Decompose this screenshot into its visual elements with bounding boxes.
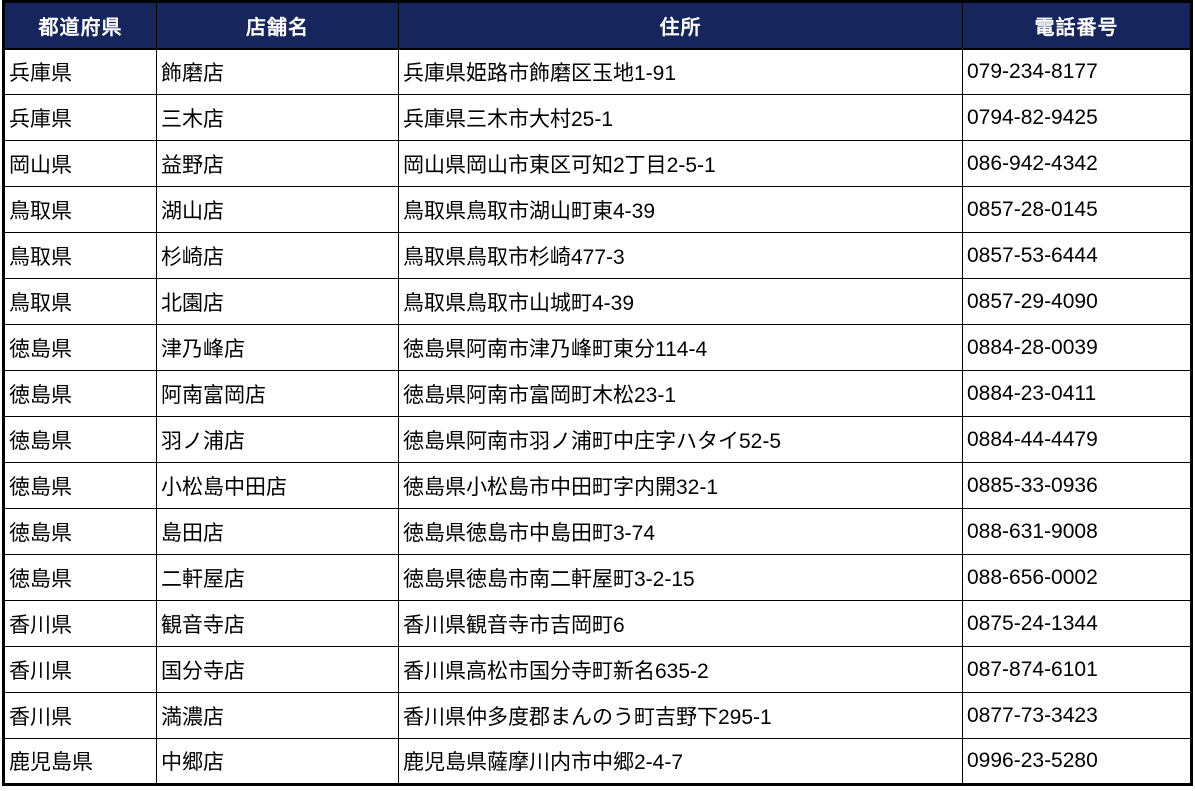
table-row: 岡山県 益野店 岡山県岡山市東区可知2丁目2-5-1 086-942-4342 <box>3 140 1192 187</box>
store-name-cell: 満濃店 <box>156 692 399 739</box>
address-cell: 鳥取県鳥取市杉崎477-3 <box>398 232 963 279</box>
store-name-cell: 国分寺店 <box>156 646 399 693</box>
address-cell: 兵庫県姫路市飾磨区玉地1-91 <box>398 48 963 95</box>
phone-cell: 079-234-8177 <box>962 48 1192 95</box>
phone-cell: 0857-53-6444 <box>962 232 1192 279</box>
table-row: 兵庫県 三木店 兵庫県三木市大村25-1 0794-82-9425 <box>3 94 1192 141</box>
address-cell: 徳島県小松島市中田町字内開32-1 <box>398 462 963 509</box>
table-header: 都道府県 店舗名 住所 電話番号 <box>3 1 1192 50</box>
table-row: 鳥取県 湖山店 鳥取県鳥取市湖山町東4-39 0857-28-0145 <box>3 186 1192 233</box>
phone-cell: 0884-44-4479 <box>962 416 1192 463</box>
store-name-cell: 小松島中田店 <box>156 462 399 509</box>
prefecture-cell: 兵庫県 <box>3 48 157 95</box>
table-row: 徳島県 阿南富岡店 徳島県阿南市富岡町木松23-1 0884-23-0411 <box>3 370 1192 417</box>
prefecture-cell: 岡山県 <box>3 140 157 187</box>
header-row: 都道府県 店舗名 住所 電話番号 <box>3 1 1192 50</box>
address-cell: 徳島県阿南市羽ノ浦町中庄字ハタイ52-5 <box>398 416 963 463</box>
address-cell: 香川県高松市国分寺町新名635-2 <box>398 646 963 693</box>
table-row: 香川県 満濃店 香川県仲多度郡まんのう町吉野下295-1 0877-73-3423 <box>3 692 1192 739</box>
address-cell: 鳥取県鳥取市湖山町東4-39 <box>398 186 963 233</box>
table-row: 香川県 国分寺店 香川県高松市国分寺町新名635-2 087-874-6101 <box>3 646 1192 693</box>
store-name-cell: 湖山店 <box>156 186 399 233</box>
store-name-cell: 島田店 <box>156 508 399 555</box>
prefecture-cell: 香川県 <box>3 600 157 647</box>
store-name-cell: 飾磨店 <box>156 48 399 95</box>
prefecture-cell: 鹿児島県 <box>3 738 157 785</box>
prefecture-cell: 徳島県 <box>3 554 157 601</box>
phone-cell: 086-942-4342 <box>962 140 1192 187</box>
phone-cell: 0885-33-0936 <box>962 462 1192 509</box>
table-row: 鹿児島県 中郷店 鹿児島県薩摩川内市中郷2-4-7 0996-23-5280 <box>3 738 1192 785</box>
phone-cell: 0875-24-1344 <box>962 600 1192 647</box>
table-row: 徳島県 小松島中田店 徳島県小松島市中田町字内開32-1 0885-33-0936 <box>3 462 1192 509</box>
address-cell: 鹿児島県薩摩川内市中郷2-4-7 <box>398 738 963 785</box>
store-name-cell: 二軒屋店 <box>156 554 399 601</box>
prefecture-cell: 兵庫県 <box>3 94 157 141</box>
header-prefecture: 都道府県 <box>3 1 157 50</box>
phone-cell: 0884-28-0039 <box>962 324 1192 371</box>
address-cell: 岡山県岡山市東区可知2丁目2-5-1 <box>398 140 963 187</box>
header-address: 住所 <box>398 1 963 50</box>
address-cell: 徳島県阿南市津乃峰町東分114-4 <box>398 324 963 371</box>
store-name-cell: 北園店 <box>156 278 399 325</box>
prefecture-cell: 徳島県 <box>3 508 157 555</box>
table-row: 香川県 観音寺店 香川県観音寺市吉岡町6 0875-24-1344 <box>3 600 1192 647</box>
header-phone: 電話番号 <box>962 1 1192 50</box>
phone-cell: 0877-73-3423 <box>962 692 1192 739</box>
store-name-cell: 杉崎店 <box>156 232 399 279</box>
table-row: 徳島県 羽ノ浦店 徳島県阿南市羽ノ浦町中庄字ハタイ52-5 0884-44-4479 <box>3 416 1192 463</box>
phone-cell: 087-874-6101 <box>962 646 1192 693</box>
store-name-cell: 中郷店 <box>156 738 399 785</box>
table-row: 鳥取県 北園店 鳥取県鳥取市山城町4-39 0857-29-4090 <box>3 278 1192 325</box>
prefecture-cell: 鳥取県 <box>3 186 157 233</box>
table-body: 兵庫県 飾磨店 兵庫県姫路市飾磨区玉地1-91 079-234-8177 兵庫県 三木店兵… <box>3 48 1192 785</box>
prefecture-cell: 徳島県 <box>3 416 157 463</box>
store-name-cell: 観音寺店 <box>156 600 399 647</box>
address-cell: 徳島県徳島市中島田町3-74 <box>398 508 963 555</box>
prefecture-cell: 香川県 <box>3 646 157 693</box>
address-cell: 徳島県阿南市富岡町木松23-1 <box>398 370 963 417</box>
address-cell: 香川県仲多度郡まんのう町吉野下295-1 <box>398 692 963 739</box>
header-store-name: 店舗名 <box>156 1 399 50</box>
phone-cell: 0794-82-9425 <box>962 94 1192 141</box>
table-row: 兵庫県 飾磨店 兵庫県姫路市飾磨区玉地1-91 079-234-8177 <box>3 48 1192 95</box>
table-row: 徳島県 二軒屋店 徳島県徳島市南二軒屋町3-2-15 088-656-0002 <box>3 554 1192 601</box>
address-cell: 鳥取県鳥取市山城町4-39 <box>398 278 963 325</box>
address-cell: 兵庫県三木市大村25-1 <box>398 94 963 141</box>
store-name-cell: 阿南富岡店 <box>156 370 399 417</box>
table-row: 鳥取県 杉崎店 鳥取県鳥取市杉崎477-3 0857-53-6444 <box>3 232 1192 279</box>
store-name-cell: 三木店 <box>156 94 399 141</box>
store-name-cell: 益野店 <box>156 140 399 187</box>
phone-cell: 088-631-9008 <box>962 508 1192 555</box>
prefecture-cell: 鳥取県 <box>3 278 157 325</box>
store-name-cell: 津乃峰店 <box>156 324 399 371</box>
address-cell: 徳島県徳島市南二軒屋町3-2-15 <box>398 554 963 601</box>
table-row: 徳島県 島田店 徳島県徳島市中島田町3-74 088-631-9008 <box>3 508 1192 555</box>
prefecture-cell: 香川県 <box>3 692 157 739</box>
phone-cell: 088-656-0002 <box>962 554 1192 601</box>
prefecture-cell: 徳島県 <box>3 462 157 509</box>
phone-cell: 0857-29-4090 <box>962 278 1192 325</box>
phone-cell: 0884-23-0411 <box>962 370 1192 417</box>
phone-cell: 0996-23-5280 <box>962 738 1192 785</box>
phone-cell: 0857-28-0145 <box>962 186 1192 233</box>
prefecture-cell: 徳島県 <box>3 324 157 371</box>
store-name-cell: 羽ノ浦店 <box>156 416 399 463</box>
table-row: 徳島県 津乃峰店 徳島県阿南市津乃峰町東分114-4 0884-28-0039 <box>3 324 1192 371</box>
prefecture-cell: 徳島県 <box>3 370 157 417</box>
address-cell: 香川県観音寺市吉岡町6 <box>398 600 963 647</box>
prefecture-cell: 鳥取県 <box>3 232 157 279</box>
